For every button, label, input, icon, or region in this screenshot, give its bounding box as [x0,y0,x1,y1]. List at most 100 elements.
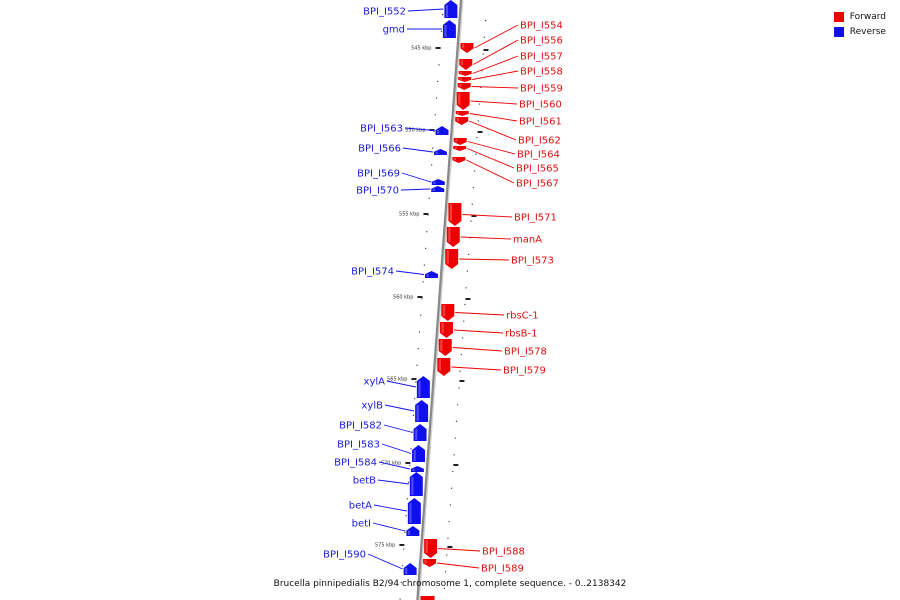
gene-bpi-i557[interactable] [458,71,472,76]
minor-tick-left [409,464,411,467]
gene-bpi-i590[interactable] [403,563,417,575]
gene-label-bpi-i566[interactable]: BPI_I566 [358,144,401,155]
gene-bpi-i574[interactable] [425,271,439,278]
gene-bpi-i554[interactable] [460,43,474,53]
gene-label-beta[interactable]: betA [349,501,372,512]
scale-ticks: 545 kbp 550 kbp 555 kbp 560 kbp 565 kbp 570 k… [375,14,489,600]
gene-label-bpi-i552[interactable]: BPI_I552 [363,7,406,18]
gene-label-bpi-i579[interactable]: BPI_I579 [503,366,546,377]
major-tick [399,544,405,546]
label-leader [377,479,409,485]
gene-label-xylb[interactable]: xylB [362,401,384,412]
gene-label-bpi-i571[interactable]: BPI_I571 [514,213,557,224]
gene-xyla[interactable] [416,376,430,398]
gene-bpi-i560[interactable] [456,92,470,110]
major-tick [447,546,453,548]
tick-label: 545 kbp [411,46,431,52]
gene-bpi-i570[interactable] [431,186,445,192]
gene-label-bpi-i573[interactable]: BPI_I573 [511,256,554,267]
gene-bpi-i571[interactable] [448,203,462,226]
gene-bpi-i569[interactable] [431,179,445,185]
gene-label-bpi-i583[interactable]: BPI_I583 [337,440,380,451]
gene-label-bpi-i563[interactable]: BPI_I563 [360,124,403,135]
minor-tick-right [459,370,461,372]
gene-label-bpi-i559[interactable]: BPI_I559 [520,84,563,95]
gene-label-bpi-i569[interactable]: BPI_I569 [357,169,400,180]
gene-label-bpi-i561[interactable]: BPI_I561 [519,117,562,128]
gene-label-bpi-i554[interactable]: BPI_I554 [520,21,563,32]
gene-bpi-i566[interactable] [433,149,447,155]
minor-tick-right [475,153,477,155]
gene-label-bpi-i558[interactable]: BPI_I558 [520,67,563,78]
gene-label-rbsb-1[interactable]: rbsB-1 [505,329,538,340]
gene-label-mana[interactable]: manA [513,235,542,246]
gene-label-bpi-i578[interactable]: BPI_I578 [504,347,547,358]
gene-highlight [441,323,444,333]
gene-label-bpi-i588[interactable]: BPI_I588 [482,547,525,558]
gene-highlight [433,181,436,184]
gene-bpi-i563[interactable] [435,126,449,135]
gene-highlight [460,72,463,74]
gene-bpi-i559[interactable] [457,83,471,90]
minor-tick-right [470,220,472,222]
gene-bpi-i583[interactable] [412,445,426,462]
gene-label-bpi-i590[interactable]: BPI_I590 [323,550,366,561]
gene-bpi-i565[interactable] [453,146,467,151]
label-leader [372,522,406,532]
gene-bpi-i588[interactable] [424,539,438,558]
minor-tick-right [452,470,454,473]
gene-gmd[interactable] [442,20,456,38]
gene-bpi-i579[interactable] [437,358,451,376]
gene-bpi-i552[interactable] [444,0,458,18]
major-tick [477,131,483,133]
major-tick [453,464,459,466]
gene-label-bpi-i557[interactable]: BPI_I557 [520,52,563,63]
gene-bpi-i564[interactable] [453,138,467,145]
gene-bpi-i556[interactable] [459,59,473,70]
minor-tick-right [478,103,481,105]
gene-bpi-i558[interactable] [458,77,472,82]
label-leader [453,329,504,334]
gene-label-bpi-i582[interactable]: BPI_I582 [339,421,382,432]
gene-label-bpi-i574[interactable]: BPI_I574 [351,267,394,278]
gene-label-rbsc-1[interactable]: rbsC-1 [506,311,539,322]
gene-highlight [416,405,419,421]
label-leader [438,548,481,552]
label-leader [452,347,503,352]
label-leader [472,55,519,74]
gene-bpi-i584[interactable] [410,466,424,472]
gene-beta[interactable] [407,498,421,524]
label-leader [378,461,411,470]
gene-highlight [425,540,428,553]
gene-bpi-i589[interactable] [423,559,437,567]
gene-label-betb[interactable]: betB [353,476,376,487]
gene-label-bpi-i562[interactable]: BPI_I562 [518,136,561,147]
gene-bpi-i573[interactable] [445,249,459,269]
gene-label-xyla[interactable]: xylA [364,377,386,388]
gene-bpi-i561[interactable] [455,111,469,116]
gene-bpi-i567[interactable] [452,157,466,163]
gene-mana[interactable] [446,227,460,247]
minor-tick-left [414,398,416,400]
gene-label-bpi-i565[interactable]: BPI_I565 [516,164,559,175]
gene-bpi-i582[interactable] [413,424,427,441]
gene-label-beti[interactable]: betI [352,519,371,530]
minor-tick-left [431,164,433,166]
gene-beti[interactable] [406,526,420,536]
gene-label-bpi-i564[interactable]: BPI_I564 [517,150,560,161]
gene-label-bpi-i584[interactable]: BPI_I584 [334,458,377,469]
gene-bpi-i578[interactable] [438,339,452,356]
minor-tick-right [471,203,473,205]
gene-label-gmd[interactable]: gmd [383,25,405,36]
gene-label-bpi-i560[interactable]: BPI_I560 [519,100,562,111]
gene-rbsb-1[interactable] [440,322,454,338]
gene-label-bpi-i556[interactable]: BPI_I556 [520,36,563,47]
gene-xylb[interactable] [415,400,429,422]
gene-rbsc-1[interactable] [441,304,455,321]
gene-features [403,0,474,600]
gene-label-bpi-i570[interactable]: BPI_I570 [356,186,399,197]
gene-label-bpi-i589[interactable]: BPI_I589 [481,564,524,575]
gene-label-bpi-i567[interactable]: BPI_I567 [516,179,559,190]
gene-bpi-i562[interactable] [455,117,469,125]
gene-betb[interactable] [409,472,423,496]
